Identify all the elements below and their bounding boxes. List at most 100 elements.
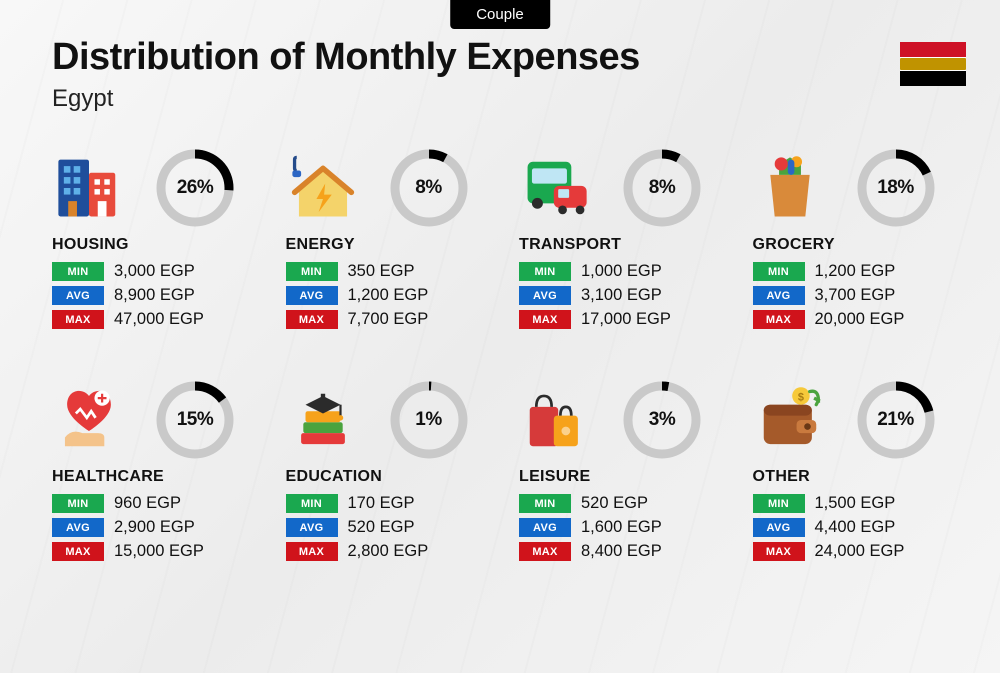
max-badge: MAX xyxy=(519,310,571,329)
max-badge: MAX xyxy=(286,310,338,329)
avg-row: AVG 520 EGP xyxy=(286,518,500,537)
max-badge: MAX xyxy=(519,542,571,561)
min-value: 170 EGP xyxy=(348,494,415,513)
expense-card-housing: 26% HOUSING MIN 3,000 EGP AVG 8,900 EGP … xyxy=(52,148,266,334)
min-row: MIN 1,000 EGP xyxy=(519,262,733,281)
max-value: 47,000 EGP xyxy=(114,310,204,329)
max-row: MAX 15,000 EGP xyxy=(52,542,266,561)
max-row: MAX 20,000 EGP xyxy=(753,310,967,329)
min-value: 1,200 EGP xyxy=(815,262,896,281)
avg-value: 8,900 EGP xyxy=(114,286,195,305)
category-name: ENERGY xyxy=(286,236,500,254)
max-value: 24,000 EGP xyxy=(815,542,905,561)
percent-donut: 26% xyxy=(156,149,234,227)
expense-card-energy: 8% ENERGY MIN 350 EGP AVG 1,200 EGP MAX … xyxy=(286,148,500,334)
max-row: MAX 24,000 EGP xyxy=(753,542,967,561)
max-row: MAX 2,800 EGP xyxy=(286,542,500,561)
avg-value: 4,400 EGP xyxy=(815,518,896,537)
percent-donut: 1% xyxy=(390,381,468,459)
percent-label: 21% xyxy=(857,381,935,459)
percent-label: 26% xyxy=(156,149,234,227)
min-badge: MIN xyxy=(286,494,338,513)
percent-donut: 8% xyxy=(623,149,701,227)
max-badge: MAX xyxy=(753,310,805,329)
percent-donut: 3% xyxy=(623,381,701,459)
avg-value: 1,200 EGP xyxy=(348,286,429,305)
expense-card-grocery: 18% GROCERY MIN 1,200 EGP AVG 3,700 EGP … xyxy=(753,148,967,334)
percent-label: 8% xyxy=(623,149,701,227)
max-row: MAX 47,000 EGP xyxy=(52,310,266,329)
avg-value: 3,700 EGP xyxy=(815,286,896,305)
avg-row: AVG 3,100 EGP xyxy=(519,286,733,305)
percent-label: 18% xyxy=(857,149,935,227)
min-row: MIN 350 EGP xyxy=(286,262,500,281)
wallet-icon: $ xyxy=(753,383,827,457)
min-row: MIN 1,200 EGP xyxy=(753,262,967,281)
shopping-bags-icon xyxy=(519,383,593,457)
min-value: 1,500 EGP xyxy=(815,494,896,513)
avg-value: 3,100 EGP xyxy=(581,286,662,305)
percent-label: 3% xyxy=(623,381,701,459)
buildings-icon xyxy=(52,151,126,225)
category-name: OTHER xyxy=(753,468,967,486)
avg-badge: AVG xyxy=(52,286,104,305)
min-badge: MIN xyxy=(519,262,571,281)
percent-donut: 18% xyxy=(857,149,935,227)
percent-label: 15% xyxy=(156,381,234,459)
svg-text:$: $ xyxy=(797,391,803,403)
max-badge: MAX xyxy=(52,542,104,561)
avg-badge: AVG xyxy=(519,518,571,537)
max-value: 17,000 EGP xyxy=(581,310,671,329)
expense-card-transport: 8% TRANSPORT MIN 1,000 EGP AVG 3,100 EGP… xyxy=(519,148,733,334)
min-value: 520 EGP xyxy=(581,494,648,513)
avg-row: AVG 3,700 EGP xyxy=(753,286,967,305)
avg-row: AVG 8,900 EGP xyxy=(52,286,266,305)
category-badge: Couple xyxy=(450,0,550,29)
max-value: 7,700 EGP xyxy=(348,310,429,329)
expense-card-healthcare: 15% HEALTHCARE MIN 960 EGP AVG 2,900 EGP… xyxy=(52,380,266,566)
max-row: MAX 8,400 EGP xyxy=(519,542,733,561)
min-row: MIN 170 EGP xyxy=(286,494,500,513)
percent-label: 8% xyxy=(390,149,468,227)
title-area: Distribution of Monthly Expenses Egypt xyxy=(52,36,640,113)
max-value: 2,800 EGP xyxy=(348,542,429,561)
expense-card-education: 1% EDUCATION MIN 170 EGP AVG 520 EGP MAX… xyxy=(286,380,500,566)
country-subtitle: Egypt xyxy=(52,85,640,113)
avg-row: AVG 2,900 EGP xyxy=(52,518,266,537)
grocery-bag-icon xyxy=(753,151,827,225)
percent-donut: 21% xyxy=(857,381,935,459)
min-badge: MIN xyxy=(753,494,805,513)
heart-hand-icon xyxy=(52,383,126,457)
min-value: 1,000 EGP xyxy=(581,262,662,281)
max-badge: MAX xyxy=(753,542,805,561)
min-badge: MIN xyxy=(52,262,104,281)
avg-value: 520 EGP xyxy=(348,518,415,537)
avg-row: AVG 1,200 EGP xyxy=(286,286,500,305)
category-name: GROCERY xyxy=(753,236,967,254)
house-energy-icon xyxy=(286,151,360,225)
category-name: TRANSPORT xyxy=(519,236,733,254)
expense-card-leisure: 3% LEISURE MIN 520 EGP AVG 1,600 EGP MAX… xyxy=(519,380,733,566)
category-name: LEISURE xyxy=(519,468,733,486)
avg-value: 1,600 EGP xyxy=(581,518,662,537)
min-row: MIN 3,000 EGP xyxy=(52,262,266,281)
max-badge: MAX xyxy=(52,310,104,329)
min-badge: MIN xyxy=(286,262,338,281)
avg-row: AVG 4,400 EGP xyxy=(753,518,967,537)
min-value: 960 EGP xyxy=(114,494,181,513)
percent-donut: 8% xyxy=(390,149,468,227)
avg-badge: AVG xyxy=(52,518,104,537)
expense-grid: 26% HOUSING MIN 3,000 EGP AVG 8,900 EGP … xyxy=(52,148,966,566)
min-row: MIN 960 EGP xyxy=(52,494,266,513)
min-row: MIN 520 EGP xyxy=(519,494,733,513)
expense-card-other: $ 21% OTHER MIN 1,500 EGP AVG 4,400 EGP … xyxy=(753,380,967,566)
flag-egypt-icon xyxy=(900,42,966,86)
percent-donut: 15% xyxy=(156,381,234,459)
avg-badge: AVG xyxy=(286,518,338,537)
category-name: HEALTHCARE xyxy=(52,468,266,486)
max-row: MAX 17,000 EGP xyxy=(519,310,733,329)
category-name: HOUSING xyxy=(52,236,266,254)
max-badge: MAX xyxy=(286,542,338,561)
min-row: MIN 1,500 EGP xyxy=(753,494,967,513)
max-value: 8,400 EGP xyxy=(581,542,662,561)
